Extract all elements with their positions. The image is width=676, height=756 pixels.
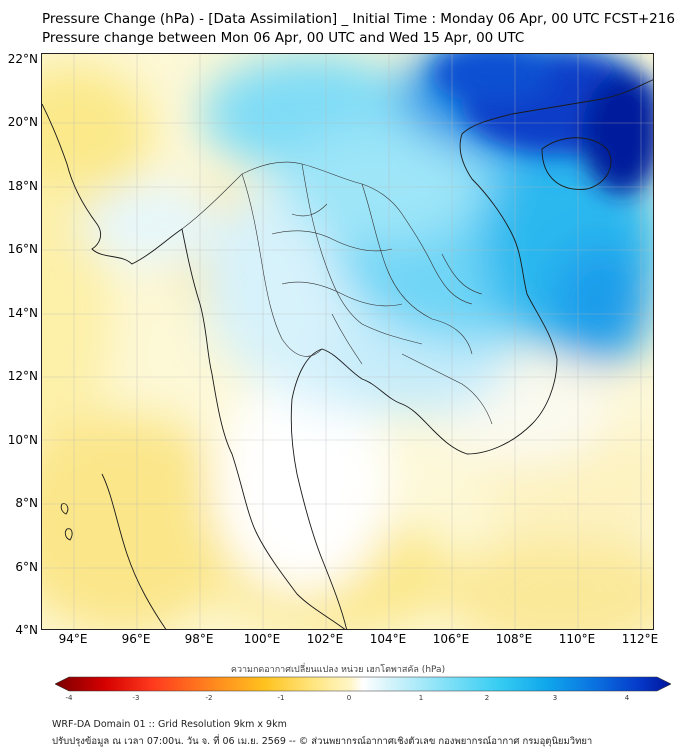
colorbar — [55, 676, 671, 692]
lat-tick-16n: 16°N — [7, 242, 38, 256]
colorbar-label: ความกดอากาศเปลี่ยนแปลง หน่วย เฮกโตพาสคัล… — [230, 665, 446, 675]
lat-tick-8n: 8°N — [15, 496, 38, 510]
colorbar-tick-2: 2 — [484, 694, 490, 702]
lat-tick-12n: 12°N — [7, 369, 38, 383]
map-title: Pressure Change (hPa) - [Data Assimilati… — [42, 11, 675, 27]
admin-borders — [181, 161, 493, 425]
lon-tick-100e: 100°E — [243, 632, 281, 646]
colorbar-tick-1: 1 — [418, 694, 424, 702]
colorbar-tick-neg3: -3 — [132, 694, 140, 702]
colorbar-tick-0: 0 — [346, 694, 352, 702]
map-subtitle: Pressure change between Mon 06 Apr, 00 U… — [42, 30, 525, 46]
lat-tick-22n: 22°N — [7, 52, 38, 66]
colorbar-tick-4: 4 — [624, 694, 630, 702]
lon-tick-108e: 108°E — [495, 632, 533, 646]
lon-tick-96e: 96°E — [121, 632, 151, 646]
map-canvas — [42, 54, 653, 629]
footer-model-info: WRF-DA Domain 01 :: Grid Resolution 9km … — [52, 719, 287, 730]
lat-tick-20n: 20°N — [7, 115, 38, 129]
colorbar-tick-neg1: -1 — [277, 694, 285, 702]
lon-tick-110e: 110°E — [558, 632, 596, 646]
lat-tick-14n: 14°N — [7, 306, 38, 320]
colorbar-tick-neg4: -4 — [65, 694, 73, 702]
pressure-change-map[interactable] — [41, 53, 654, 630]
lon-tick-102e: 102°E — [306, 632, 344, 646]
coastlines — [42, 79, 653, 629]
graticule — [42, 54, 653, 629]
pressure-field-core — [432, 54, 653, 194]
lat-tick-18n: 18°N — [7, 179, 38, 193]
lon-tick-106e: 106°E — [432, 632, 470, 646]
lon-tick-98e: 98°E — [184, 632, 214, 646]
colorbar-tick-3: 3 — [552, 694, 558, 702]
lat-tick-4n: 4°N — [15, 623, 38, 637]
colorbar-tick-neg2: -2 — [205, 694, 213, 702]
lat-tick-6n: 6°N — [15, 560, 38, 574]
footer-credit: ปรับปรุงข้อมูล ณ เวลา 07:00น. วัน จ. ที่… — [52, 736, 593, 747]
lon-tick-104e: 104°E — [369, 632, 407, 646]
lon-tick-94e: 94°E — [58, 632, 88, 646]
lat-tick-10n: 10°N — [7, 433, 38, 447]
lon-tick-112e: 112°E — [621, 632, 659, 646]
